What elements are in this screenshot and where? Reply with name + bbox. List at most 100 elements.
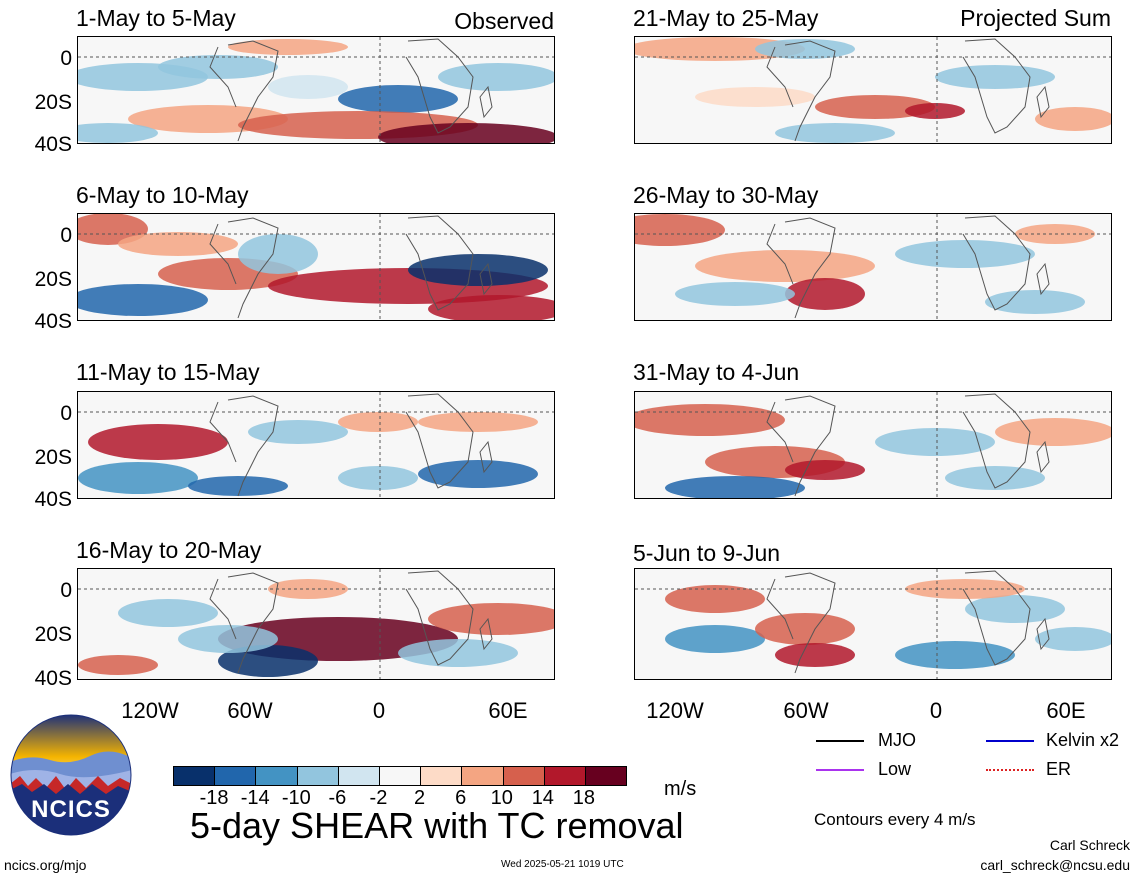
shear-field-svg bbox=[635, 392, 1111, 498]
coastline bbox=[209, 570, 493, 674]
shear-anomaly-region bbox=[428, 603, 554, 635]
y-tick-20s-r2: 20S bbox=[34, 268, 72, 291]
panel-title-7: 31-May to 4-Jun bbox=[633, 359, 800, 385]
panel-title-3: 11-May to 15-May bbox=[76, 359, 260, 385]
coastline bbox=[209, 215, 493, 319]
panel-title-4: 16-May to 20-May bbox=[76, 537, 262, 563]
shear-map-panel-7 bbox=[634, 391, 1112, 499]
colorbar-swatch bbox=[338, 767, 380, 785]
shear-anomaly-region bbox=[695, 87, 815, 107]
legend-mjo-label: MJO bbox=[878, 730, 916, 750]
footer-email: carl_schreck@ncsu.edu bbox=[980, 857, 1130, 873]
shear-anomaly-region bbox=[188, 476, 288, 496]
colorbar-tick-label: -2 bbox=[369, 787, 388, 809]
coastline bbox=[766, 570, 1050, 674]
colorbar-swatch bbox=[174, 767, 216, 785]
shear-anomaly-region bbox=[895, 641, 1015, 669]
shear-field-svg bbox=[635, 37, 1111, 143]
panel-title-5: 21-May to 25-May bbox=[633, 5, 819, 31]
x-tick-60e-left: 60E bbox=[488, 698, 528, 723]
shear-anomaly-region bbox=[635, 214, 725, 246]
shear-anomaly-region bbox=[228, 39, 348, 55]
shear-anomaly-region bbox=[248, 420, 348, 444]
shear-anomaly-region bbox=[78, 123, 158, 143]
shear-field-svg bbox=[635, 214, 1111, 320]
legend-kelvin-line bbox=[986, 740, 1034, 742]
shear-anomaly-region bbox=[695, 250, 875, 282]
shear-anomaly-region bbox=[118, 599, 218, 627]
y-tick-0-r3: 0 bbox=[60, 402, 72, 425]
shear-map-panel-3 bbox=[77, 391, 555, 499]
shear-field-svg bbox=[78, 569, 554, 679]
coastline bbox=[766, 38, 1050, 142]
shear-anomaly-region bbox=[755, 39, 855, 59]
coastline bbox=[766, 393, 1050, 497]
colorbar-tick-label: 18 bbox=[572, 787, 596, 809]
colorbar-tick-label: -10 bbox=[281, 787, 311, 809]
colorbar-swatch bbox=[421, 767, 463, 785]
colorbar-tick-label: 14 bbox=[531, 787, 554, 809]
shear-anomaly-region bbox=[118, 232, 238, 256]
colorbar-swatch bbox=[379, 767, 422, 785]
colorbar-tick-label: 6 bbox=[455, 787, 467, 809]
colorbar-tick-label: 10 bbox=[490, 787, 513, 809]
shear-anomaly-region bbox=[1035, 627, 1111, 651]
shear-anomaly-region bbox=[418, 412, 538, 432]
logo-text: NCICS bbox=[31, 796, 111, 823]
y-tick-40s-r3: 40S bbox=[34, 488, 72, 511]
y-tick-0-r4: 0 bbox=[60, 579, 72, 602]
shear-anomaly-region bbox=[665, 476, 805, 498]
colorbar-swatch bbox=[297, 767, 339, 785]
shear-anomaly-region bbox=[338, 85, 458, 113]
shear-map-panel-6 bbox=[634, 213, 1112, 321]
shear-anomaly-region bbox=[378, 123, 554, 143]
x-tick-120w-right: 120W bbox=[646, 698, 704, 723]
shear-anomaly-region bbox=[905, 103, 965, 119]
y-tick-0-r2: 0 bbox=[60, 224, 72, 247]
legend-mjo-line bbox=[816, 740, 864, 742]
shear-anomaly-region bbox=[895, 240, 1035, 268]
panel-title-8: 5-Jun to 9-Jun bbox=[633, 540, 781, 566]
shear-anomaly-region bbox=[665, 585, 765, 613]
shear-anomaly-region bbox=[408, 254, 548, 286]
shear-anomaly-region bbox=[268, 75, 348, 99]
panel-label-projected: Projected Sum bbox=[960, 5, 1111, 31]
shear-anomaly-region bbox=[785, 460, 865, 480]
colorbar-tick-label: 2 bbox=[413, 787, 426, 809]
legend-kelvin-label: Kelvin x2 bbox=[1046, 730, 1120, 750]
y-tick-20s-r3: 20S bbox=[34, 446, 72, 469]
shear-anomaly-region bbox=[1035, 107, 1111, 131]
shear-field-svg bbox=[78, 214, 554, 320]
colorbar bbox=[173, 766, 627, 786]
y-tick-0-r1: 0 bbox=[60, 47, 72, 70]
shear-anomaly-region bbox=[78, 284, 208, 316]
shear-anomaly-region bbox=[218, 645, 318, 677]
shear-anomaly-region bbox=[875, 428, 995, 456]
shear-anomaly-region bbox=[785, 278, 865, 310]
panel-title-6: 26-May to 30-May bbox=[633, 182, 819, 208]
shear-anomaly-region bbox=[338, 466, 418, 490]
shear-map-panel-4 bbox=[77, 568, 555, 680]
colorbar-swatch bbox=[256, 767, 298, 785]
y-tick-40s-r4: 40S bbox=[34, 667, 72, 690]
panel-title-1: 1-May to 5-May bbox=[76, 5, 236, 31]
legend-low-label: Low bbox=[878, 759, 912, 779]
shear-map-panel-1 bbox=[77, 36, 555, 144]
coastline bbox=[209, 393, 493, 497]
shear-field-svg bbox=[78, 392, 554, 498]
shear-anomaly-region bbox=[775, 123, 895, 143]
shear-map-panel-8 bbox=[634, 568, 1112, 680]
x-tick-0-right: 0 bbox=[929, 698, 943, 723]
legend-er-line bbox=[986, 769, 1034, 771]
legend-er-label: ER bbox=[1046, 759, 1072, 779]
shear-anomaly-region bbox=[815, 95, 935, 119]
shear-anomaly-region bbox=[78, 462, 198, 494]
colorbar-swatch bbox=[462, 767, 504, 785]
colorbar-units: m/s bbox=[664, 778, 697, 800]
shear-anomaly-region bbox=[985, 290, 1085, 314]
shear-anomaly-region bbox=[398, 639, 518, 667]
shear-anomaly-region bbox=[665, 625, 765, 653]
shear-anomaly-region bbox=[338, 412, 418, 432]
shear-anomaly-region bbox=[178, 625, 278, 653]
shear-anomaly-region bbox=[78, 655, 158, 675]
